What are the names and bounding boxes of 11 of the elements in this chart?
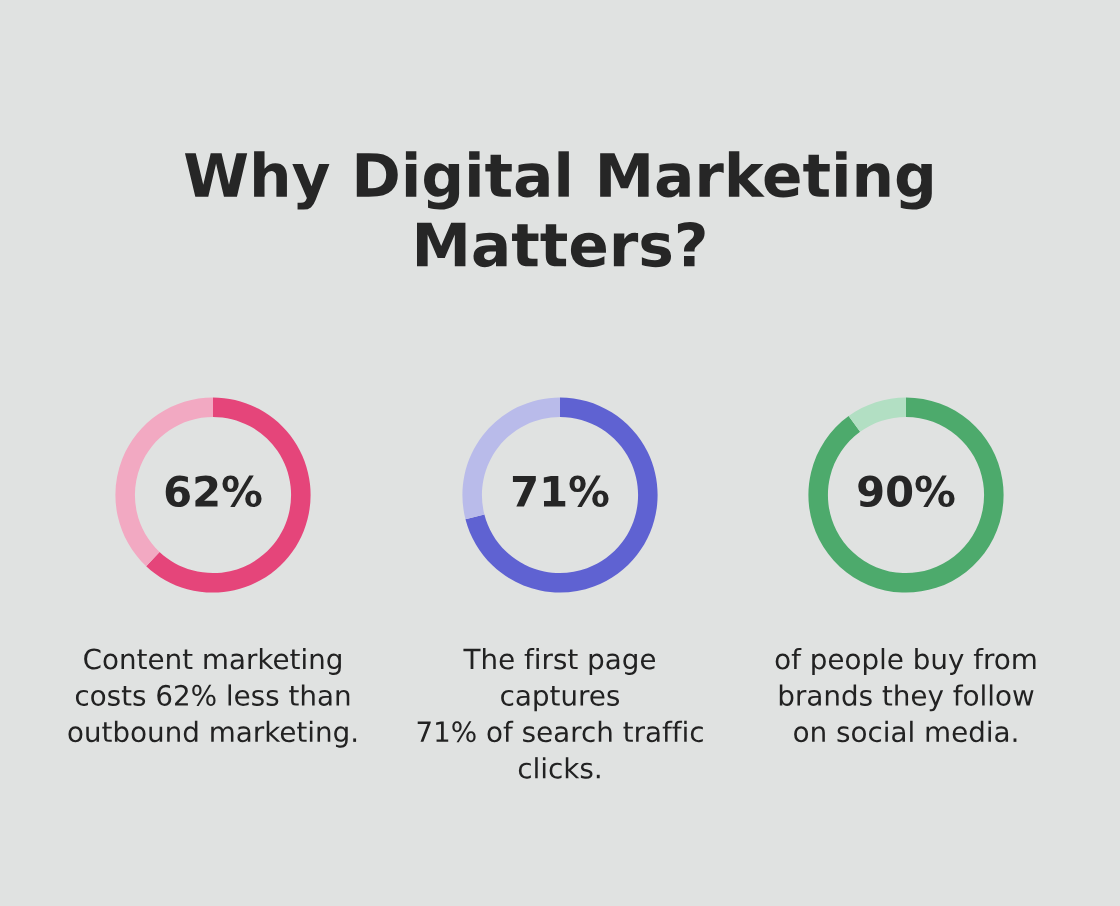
text: 62%: [165, 475, 262, 508]
text: 71%: [512, 475, 609, 508]
text: 90%: [858, 475, 955, 508]
donut-slice: [848, 397, 906, 432]
donut-slice: [146, 397, 311, 593]
donut-slice: [808, 397, 1004, 593]
text: Content marketing costs 62% less than outbound marketing.: [68, 648, 357, 748]
text: Why Digital Marketing Matters?: [184, 151, 932, 268]
text: The first page captures 71% of search traffic clicks.: [417, 648, 703, 779]
donut-slice: [465, 397, 658, 593]
text: of people buy from brands they follow on social media.: [775, 648, 1036, 743]
